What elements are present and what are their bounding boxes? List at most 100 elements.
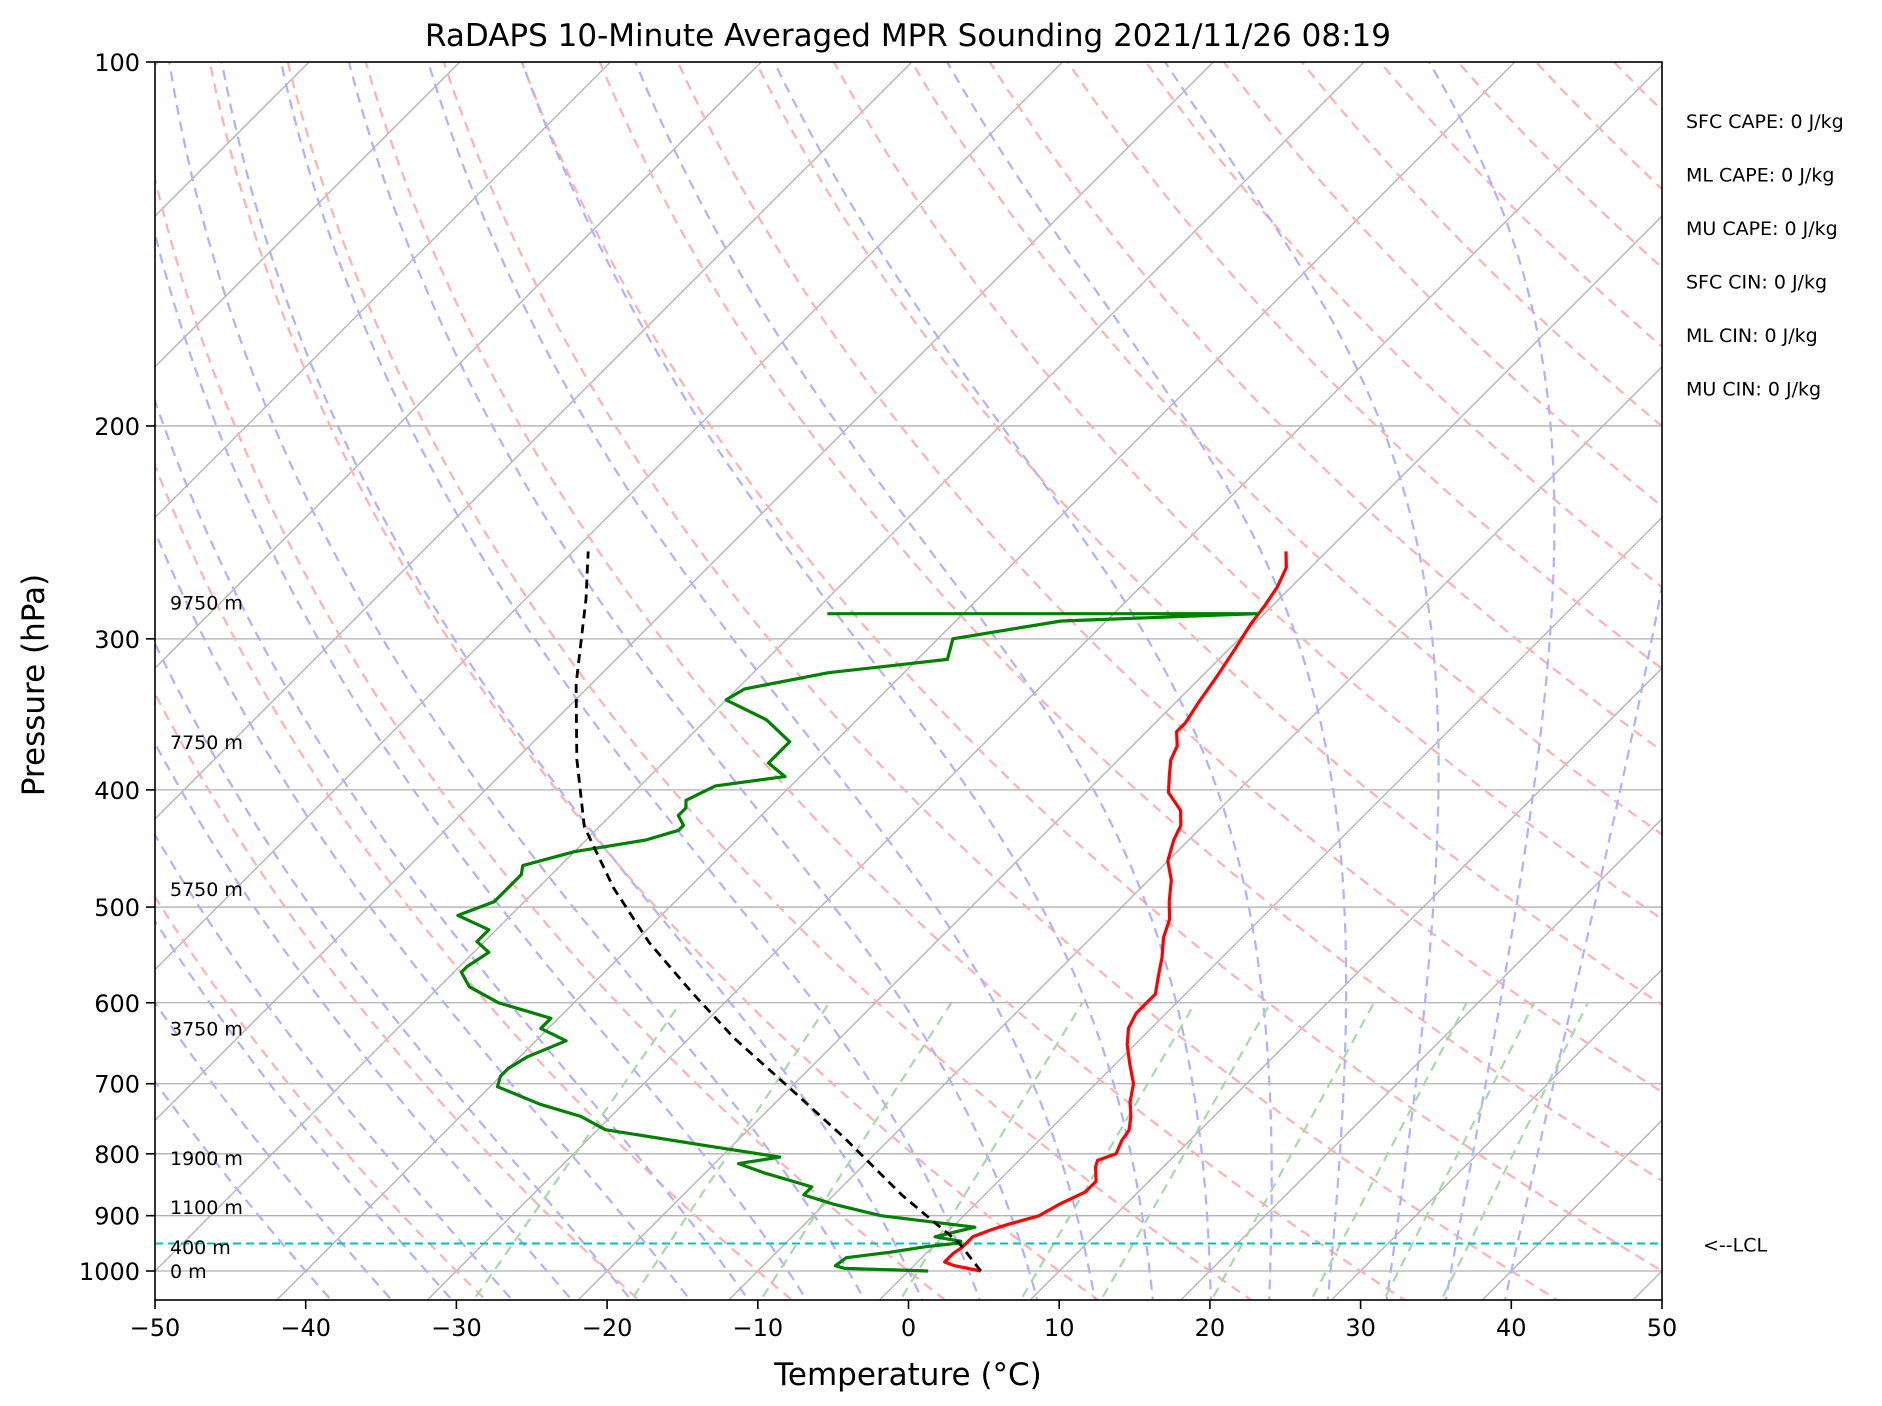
x-tick-label: 0 (901, 1314, 916, 1342)
data-series (155, 551, 1662, 1273)
dry-adiabat (598, 62, 1662, 1183)
x-tick-label: 30 (1345, 1314, 1376, 1342)
isotherm (155, 62, 763, 670)
moist-adiabat (220, 62, 924, 1300)
moist-adiabat (155, 1000, 394, 1300)
mixing-ratio-line (1021, 1002, 1197, 1298)
x-tick-label: −40 (280, 1314, 331, 1342)
x-axis-label: Temperature (°C) (773, 1357, 1042, 1393)
isotherm (878, 516, 1662, 1300)
y-tick-label: 800 (94, 1141, 140, 1169)
moist-adiabat (155, 832, 514, 1300)
dry-adiabat (364, 62, 1407, 1300)
moist-adiabat (155, 397, 750, 1300)
x-tick-label: 10 (1044, 1314, 1075, 1342)
mixing-ratio-line (475, 1002, 682, 1298)
parcel-line (574, 551, 982, 1272)
moist-adiabat (521, 62, 1154, 1300)
moist-adiabat (1164, 62, 1440, 1300)
lcl-label: <--LCL (1703, 1235, 1767, 1257)
isotherm (727, 365, 1662, 1300)
height-label: 1100 m (170, 1197, 243, 1219)
isotherm (155, 62, 461, 368)
height-label: 5750 m (170, 879, 243, 901)
isotherm (1179, 817, 1662, 1300)
index-text: MU CAPE: 0 J/kg (1686, 218, 1838, 240)
dry-adiabat (208, 62, 1100, 1300)
index-panel: SFC CAPE: 0 J/kg ML CAPE: 0 J/kg MU CAPE: … (1686, 111, 1844, 401)
y-tick-label: 600 (94, 990, 140, 1018)
moist-adiabat (155, 741, 574, 1300)
isotherm (155, 62, 1064, 971)
isotherm (155, 62, 1365, 1272)
mixing-ratio-line (901, 1002, 1084, 1298)
y-axis-label: Pressure (hPa) (16, 574, 52, 796)
x-tick-label: −30 (431, 1314, 482, 1342)
y-tick-label: 400 (94, 777, 140, 805)
y-tick-label: 100 (94, 49, 140, 77)
dry-adiabat (155, 174, 947, 1300)
plot-frame (154, 61, 1663, 1301)
moist-adiabat (155, 918, 454, 1300)
y-tick-label: 500 (94, 894, 140, 922)
isotherm (1330, 968, 1662, 1300)
moist-adiabat (1503, 579, 1662, 1300)
axes: −50 −40 −30 −20 −10 0 10 20 30 40 50 1000 900 800 700 6… (79, 49, 1677, 1342)
dry-adiabat (1144, 62, 1662, 589)
y-tick-label: 900 (94, 1203, 140, 1231)
moist-adiabat (155, 1079, 333, 1300)
moist-adiabat (634, 62, 1213, 1300)
mixing-ratio-line (1384, 1002, 1536, 1298)
isotherm (275, 62, 1516, 1300)
x-tick-label: −20 (582, 1314, 633, 1342)
mixing-ratio-line (1311, 1002, 1468, 1298)
isotherm (1029, 667, 1662, 1300)
index-text: ML CAPE: 0 J/kg (1686, 165, 1834, 187)
isotherm (577, 215, 1662, 1300)
height-label: 400 m (170, 1237, 231, 1259)
dry-adiabat (286, 62, 1254, 1300)
y-tick-label: 1000 (79, 1258, 140, 1286)
height-label: 3750 m (170, 1018, 243, 1040)
dry-adiabat (155, 894, 488, 1300)
x-tick-label: 50 (1647, 1314, 1678, 1342)
height-label: 1900 m (170, 1148, 243, 1170)
moist-adiabat (279, 62, 981, 1300)
y-tick-label: 200 (94, 413, 140, 441)
moist-adiabat (347, 62, 1039, 1300)
index-text: MU CIN: 0 J/kg (1686, 379, 1821, 401)
temperature-line (943, 551, 1288, 1273)
height-label: 7750 m (170, 732, 243, 754)
height-label: 9750 m (170, 593, 243, 615)
dewpoint-line (456, 612, 1259, 1273)
moist-adiabat (946, 62, 1348, 1300)
reference-lines (155, 62, 1662, 1300)
chart-title: RaDAPS 10-Minute Averaged MPR Sounding 2… (425, 18, 1391, 54)
moist-adiabat (155, 229, 808, 1300)
x-tick-label: 40 (1496, 1314, 1527, 1342)
moist-adiabat (155, 529, 692, 1300)
dry-adiabat (1066, 62, 1662, 670)
x-tick-label: −50 (130, 1314, 181, 1342)
mixing-ratio-line (1212, 1002, 1375, 1298)
x-tick-label: 20 (1195, 1314, 1226, 1342)
moist-adiabat (168, 62, 866, 1300)
moist-adiabat (1428, 62, 1556, 1300)
height-label: 0 m (170, 1261, 207, 1283)
mixing-ratio-line (1441, 1002, 1589, 1298)
y-tick-label: 700 (94, 1071, 140, 1099)
moist-adiabat (773, 62, 1273, 1300)
isotherm (155, 62, 612, 519)
y-tick-label: 300 (94, 626, 140, 654)
isotherm (426, 64, 1662, 1300)
dry-adiabat (155, 462, 794, 1300)
index-text: SFC CIN: 0 J/kg (1686, 272, 1827, 294)
isotherm (155, 62, 1215, 1122)
moist-adiabat (155, 641, 633, 1300)
dry-adiabat (520, 62, 1662, 1273)
isotherm (155, 62, 913, 820)
dry-adiabat (754, 62, 1662, 1007)
mixing-ratio-line (1102, 1002, 1272, 1298)
